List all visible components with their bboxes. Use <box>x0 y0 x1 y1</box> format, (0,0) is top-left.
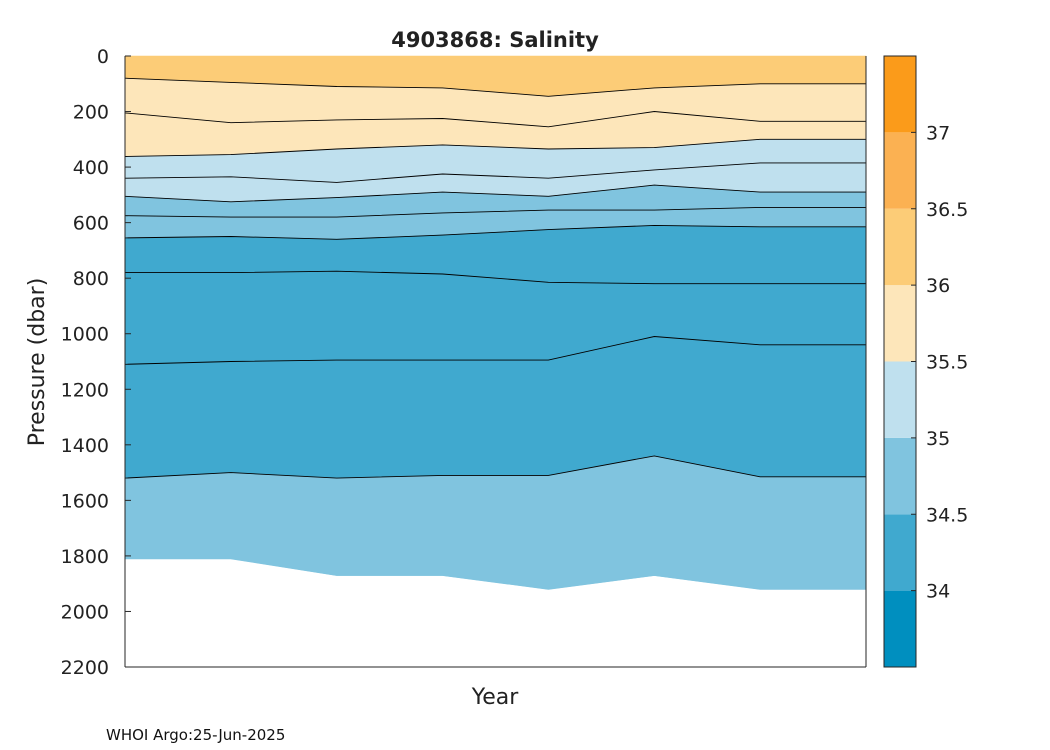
plot-area <box>124 55 867 668</box>
colorbar-bin-3 <box>884 361 916 438</box>
colorbar-bin-2 <box>884 437 916 515</box>
colorbar-tick-label: 36.5 <box>926 199 968 221</box>
y-tick-label: 1200 <box>61 379 109 401</box>
colorbar-bin-4 <box>884 285 916 362</box>
footer-credit: WHOI Argo:25-Jun-2025 <box>106 726 286 744</box>
chart-title: 4903868: Salinity <box>391 28 599 52</box>
isohaline-34.7 <box>125 270 866 285</box>
y-tick-label: 0 <box>97 46 109 68</box>
colorbar-tick-label: 35.5 <box>926 352 968 374</box>
colorbar-tick-label: 37 <box>926 122 950 144</box>
isohaline-34.8 <box>124 224 866 240</box>
isohaline-34.6 <box>124 336 866 365</box>
isohaline-34.9 <box>124 184 866 203</box>
y-tick-label: 1800 <box>61 546 109 568</box>
colorbar-bin-1 <box>884 514 916 591</box>
isohaline-35 <box>124 138 866 157</box>
y-tick-label: 400 <box>73 157 109 179</box>
y-tick-label: 800 <box>73 268 109 290</box>
colorbar-tick-label: 36 <box>926 275 950 297</box>
bottom-depth-edge <box>125 558 866 590</box>
y-axis-label: Pressure (dbar) <box>25 278 50 447</box>
y-tick-label: 200 <box>73 102 109 124</box>
isohaline-34.95 <box>124 162 866 183</box>
isohaline-36 <box>124 77 866 97</box>
colorbar-bin-0 <box>884 590 916 667</box>
isohaline-34.5 <box>124 455 866 479</box>
colorbar-bin-6 <box>884 132 916 209</box>
colorbar-bin-5 <box>884 208 916 286</box>
y-tick-label: 1400 <box>61 435 109 457</box>
y-tick-label: 1600 <box>61 490 109 512</box>
colorbar-tick-label: 35 <box>926 428 950 450</box>
isohaline-35.5 <box>124 111 866 128</box>
y-tick-label: 2000 <box>61 601 109 623</box>
colorbar: 34 34.5 35 35.5 36 36.5 37 <box>883 55 968 668</box>
isohaline-34.85 <box>124 206 866 218</box>
y-tick-label: 1000 <box>61 324 109 346</box>
y-tick-label: 2200 <box>61 657 109 679</box>
salinity-band-4 <box>124 225 867 479</box>
y-axis: 0 200 400 600 800 1000 1200 1400 1600 1800 2000 220… <box>61 46 131 679</box>
x-axis-label: Year <box>471 685 520 710</box>
colorbar-tick-label: 34.5 <box>926 504 968 526</box>
colorbar-bin-7 <box>884 56 916 133</box>
y-tick-label: 600 <box>73 213 109 235</box>
colorbar-tick-label: 34 <box>926 581 950 603</box>
